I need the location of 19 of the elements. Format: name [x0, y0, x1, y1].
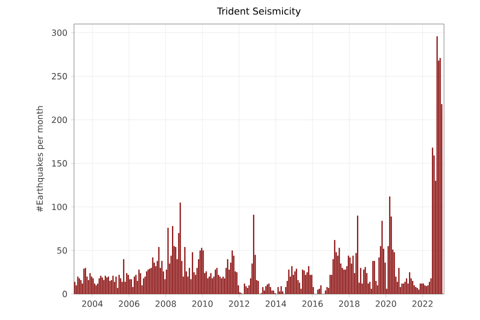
x-tick-label: 2014 — [266, 300, 286, 307]
y-tick-label: 0 — [62, 290, 67, 298]
x-tick-label: 2012 — [228, 300, 250, 307]
y-tick-label: 150 — [52, 160, 67, 167]
x-tick-label: 2004 — [82, 300, 103, 307]
y-tick-label: 200 — [52, 116, 67, 124]
x-tick-label: 2022 — [412, 300, 433, 307]
y-tick-label: 100 — [52, 204, 67, 210]
y-tick-label: 300 — [52, 30, 67, 36]
x-tick-label: 2016 — [302, 300, 323, 307]
y-tick-label: 250 — [52, 73, 67, 80]
y-tick-label: 50 — [57, 247, 67, 254]
x-tick-label: 2018 — [339, 300, 360, 307]
y-axis-title: #Earthquakes per month — [36, 106, 44, 212]
chart-title: Trident Seismicity — [217, 7, 301, 17]
x-tick-label: 2010 — [192, 300, 213, 307]
x-tick-label: 2020 — [376, 300, 396, 307]
x-tick-label: 2008 — [156, 300, 176, 307]
x-tick-label: 2006 — [118, 300, 140, 307]
